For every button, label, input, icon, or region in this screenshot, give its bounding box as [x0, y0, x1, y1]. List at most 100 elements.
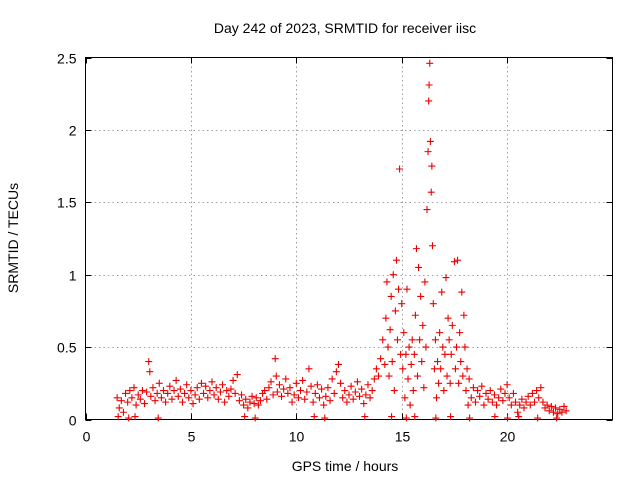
data-point [126, 387, 134, 395]
data-point [320, 401, 328, 409]
data-point [360, 400, 368, 408]
data-point [395, 285, 403, 293]
data-point [154, 414, 162, 422]
data-point [356, 392, 364, 400]
data-point [401, 394, 409, 402]
data-point [242, 395, 250, 403]
data-point [524, 392, 532, 400]
data-point [297, 387, 305, 395]
data-point [210, 391, 218, 399]
data-point [482, 389, 490, 397]
data-point [366, 394, 374, 402]
data-point [425, 81, 433, 89]
data-point [476, 392, 484, 400]
data-point [430, 365, 438, 373]
data-point [237, 391, 245, 399]
axis-ticks [85, 57, 613, 421]
data-point [450, 258, 458, 266]
data-point [303, 388, 311, 396]
data-point [292, 379, 300, 387]
y-axis-label: SRMTID / TECUs [5, 183, 21, 293]
data-point [191, 391, 199, 399]
x-tick-label: 0 [83, 429, 91, 445]
data-point [337, 379, 345, 387]
data-point [419, 321, 427, 329]
data-point [271, 355, 279, 363]
data-point [272, 372, 280, 380]
data-point [425, 97, 433, 105]
data-point [463, 365, 471, 373]
data-point [396, 165, 404, 173]
data-point [446, 379, 454, 387]
data-point [484, 395, 492, 403]
data-point [347, 382, 355, 390]
data-point [131, 413, 139, 421]
data-point [130, 384, 138, 392]
data-point [499, 397, 507, 405]
data-point [370, 375, 378, 383]
data-point [554, 410, 562, 418]
data-point [387, 292, 395, 300]
data-point [231, 389, 239, 397]
data-point [535, 394, 543, 402]
data-point [429, 300, 437, 308]
data-point [385, 372, 393, 380]
data-point [465, 375, 473, 383]
data-point [466, 414, 474, 422]
data-point [486, 387, 494, 395]
data-point [170, 387, 178, 395]
data-point [334, 360, 342, 368]
y-tick-label: 1.5 [57, 195, 77, 211]
data-point [402, 350, 410, 358]
data-point [267, 378, 275, 386]
data-point [379, 336, 387, 344]
data-point [424, 148, 432, 156]
data-point [439, 343, 447, 351]
data-point [407, 360, 415, 368]
data-point [250, 400, 258, 408]
grid-lines [85, 57, 613, 420]
data-point [324, 384, 332, 392]
data-point [388, 358, 396, 366]
data-point [391, 307, 399, 315]
data-point [442, 274, 450, 282]
data-point [187, 387, 195, 395]
data-point [435, 379, 443, 387]
data-point [134, 391, 142, 399]
data-point [311, 389, 319, 397]
data-point [454, 256, 462, 264]
data-point [301, 395, 309, 403]
data-point [290, 391, 298, 399]
data-point [406, 401, 414, 409]
data-point [318, 385, 326, 393]
data-point [386, 326, 394, 334]
x-tick-labels: 0 5 10 15 20 [83, 429, 516, 445]
data-point [495, 394, 503, 402]
data-point [212, 384, 220, 392]
data-point [159, 387, 167, 395]
data-point [507, 401, 515, 409]
data-point [299, 376, 307, 384]
data-point [543, 401, 551, 409]
data-point [453, 343, 461, 351]
data-point [195, 395, 203, 403]
data-point [349, 395, 357, 403]
data-point [464, 401, 472, 409]
data-point [512, 398, 520, 406]
data-point [461, 343, 469, 351]
data-point [172, 376, 180, 384]
data-point [113, 394, 121, 402]
data-point [206, 387, 214, 395]
y-tick-label: 0 [69, 413, 77, 429]
data-point [497, 385, 505, 393]
data-point [364, 381, 372, 389]
data-point [125, 414, 133, 422]
data-point [151, 397, 159, 405]
data-point [322, 392, 330, 400]
y-tick-label: 2 [69, 123, 77, 139]
data-point [445, 336, 453, 344]
data-point [381, 360, 389, 368]
data-point [436, 329, 444, 337]
data-point [412, 245, 420, 253]
